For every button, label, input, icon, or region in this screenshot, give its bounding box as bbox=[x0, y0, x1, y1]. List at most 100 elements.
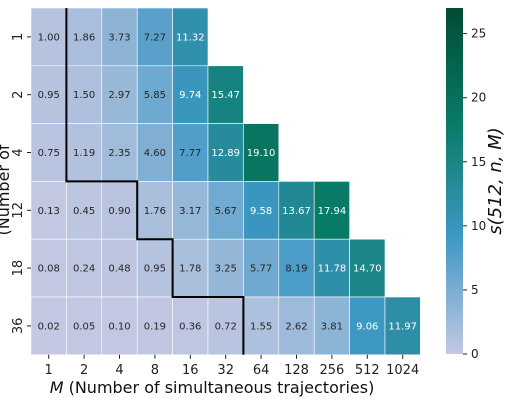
x-tick-label: 128 bbox=[284, 363, 309, 378]
x-axis-title-variable: M bbox=[50, 378, 64, 397]
cell-value-label: 1.76 bbox=[144, 206, 166, 217]
heatmap-cell bbox=[66, 181, 103, 240]
cell-value-label: 9.58 bbox=[250, 206, 272, 217]
cell-value-label: 0.48 bbox=[108, 264, 130, 275]
x-axis-ticks: 1 2 4 8 16 32 64 128 256 512 1024 bbox=[45, 354, 419, 378]
heatmap-cell bbox=[30, 7, 67, 67]
x-tick-label: 4 bbox=[115, 363, 123, 378]
cell-value-label: 2.97 bbox=[108, 90, 130, 101]
cell-value-label: 11.97 bbox=[388, 321, 417, 332]
x-tick-label: 16 bbox=[182, 363, 199, 378]
cell-value-label: 1.00 bbox=[38, 32, 60, 43]
heatmap-cell bbox=[172, 7, 209, 67]
cell-value-label: 0.45 bbox=[73, 206, 95, 217]
heatmap-cell bbox=[384, 296, 421, 356]
cell-value-label: 0.05 bbox=[73, 321, 95, 332]
heatmap-cell bbox=[278, 238, 315, 298]
cell-value-label: 19.10 bbox=[247, 148, 276, 159]
heatmap-cell bbox=[66, 7, 103, 67]
heatmap-cell bbox=[172, 296, 209, 356]
heatmap-cell bbox=[101, 296, 138, 356]
cell-value-label: 4.60 bbox=[144, 148, 166, 159]
y-axis-title: (Number of bbox=[0, 144, 13, 235]
heatmap-cell bbox=[207, 65, 244, 124]
cell-value-label: 9.74 bbox=[179, 90, 201, 101]
cell-value-label: 3.81 bbox=[321, 321, 343, 332]
y-tick-label: 12 bbox=[11, 202, 26, 219]
heatmap-cell bbox=[30, 238, 67, 298]
heatmap-cell bbox=[207, 123, 244, 182]
heatmap-cell bbox=[172, 123, 209, 182]
heatmap-cell bbox=[101, 123, 138, 182]
heatmap-cell bbox=[172, 181, 209, 240]
y-tick-label: 4 bbox=[11, 148, 26, 156]
cell-value-label: 5.67 bbox=[215, 206, 237, 217]
cell-value-label: 8.19 bbox=[285, 264, 307, 275]
heatmap-cell bbox=[243, 181, 280, 240]
cell-value-label: 11.78 bbox=[318, 264, 347, 275]
y-tick-label: 36 bbox=[11, 318, 26, 335]
cell-value-label: 11.32 bbox=[176, 32, 205, 43]
cell-value-label: 1.19 bbox=[73, 148, 95, 159]
x-axis-title: M (Number of simultaneous trajectories) bbox=[50, 378, 375, 397]
heatmap-cell bbox=[101, 7, 138, 67]
heatmap-cell bbox=[30, 123, 67, 182]
heatmap-cell bbox=[101, 181, 138, 240]
heatmap-cell bbox=[349, 296, 386, 356]
heatmap-cell bbox=[136, 181, 173, 240]
cell-value-label: 0.10 bbox=[108, 321, 130, 332]
heatmap-cell bbox=[313, 238, 350, 298]
colorbar bbox=[446, 8, 463, 354]
cell-value-label: 0.36 bbox=[179, 321, 201, 332]
heatmap-cell bbox=[66, 296, 103, 356]
colorbar-title: s(512, n, M) bbox=[485, 127, 506, 235]
y-tick-label: 2 bbox=[11, 91, 26, 99]
heatmap-cell bbox=[30, 296, 67, 356]
cell-value-label: 1.55 bbox=[250, 321, 272, 332]
heatmap-cell bbox=[66, 238, 103, 298]
y-tick-label: 18 bbox=[11, 260, 26, 277]
colorbar-tick-label: 25 bbox=[471, 27, 486, 41]
cell-value-label: 13.67 bbox=[282, 206, 311, 217]
heatmap-cell bbox=[30, 65, 67, 124]
x-tick-label: 1 bbox=[45, 363, 53, 378]
x-tick-label: 1024 bbox=[386, 363, 419, 378]
x-axis-title-text: (Number of simultaneous trajectories) bbox=[64, 378, 375, 397]
colorbar-tick-label: 0 bbox=[471, 347, 479, 361]
heatmap-cell bbox=[172, 65, 209, 124]
heatmap-cell-labels: 1.00 1.86 3.73 7.27 11.32 0.95 1.50 2.97 5.85 9.7… bbox=[38, 32, 417, 332]
heatmap-cell bbox=[313, 181, 350, 240]
cell-value-label: 3.25 bbox=[215, 264, 237, 275]
cell-value-label: 0.95 bbox=[38, 90, 60, 101]
cell-value-label: 5.85 bbox=[144, 90, 166, 101]
cell-value-label: 0.24 bbox=[73, 264, 95, 275]
cell-value-label: 14.70 bbox=[353, 264, 382, 275]
boundary-line bbox=[65, 8, 245, 355]
x-tick-label: 32 bbox=[217, 363, 234, 378]
cell-value-label: 3.73 bbox=[108, 32, 130, 43]
y-tick-label: 1 bbox=[11, 33, 26, 41]
cell-value-label: 0.75 bbox=[38, 148, 60, 159]
colorbar-tick-label: 20 bbox=[471, 91, 486, 105]
heatmap-cell bbox=[278, 296, 315, 356]
cell-value-label: 1.86 bbox=[73, 32, 95, 43]
x-tick-label: 64 bbox=[253, 363, 270, 378]
x-tick-label: 512 bbox=[355, 363, 380, 378]
cell-value-label: 0.72 bbox=[215, 321, 237, 332]
cell-value-label: 1.78 bbox=[179, 264, 201, 275]
heatmap-cells bbox=[30, 7, 421, 356]
cell-value-label: 3.17 bbox=[179, 206, 201, 217]
cell-value-label: 7.27 bbox=[144, 32, 166, 43]
heatmap-cell bbox=[66, 123, 103, 182]
cell-value-label: 2.62 bbox=[285, 321, 307, 332]
x-tick-label: 256 bbox=[319, 363, 344, 378]
cell-value-label: 17.94 bbox=[318, 206, 347, 217]
heatmap-cell bbox=[136, 7, 173, 67]
cell-value-label: 15.47 bbox=[211, 90, 240, 101]
heatmap-cell bbox=[243, 123, 280, 182]
heatmap-cell bbox=[349, 238, 386, 298]
x-tick-label: 8 bbox=[151, 363, 159, 378]
x-tick-label: 2 bbox=[80, 363, 88, 378]
